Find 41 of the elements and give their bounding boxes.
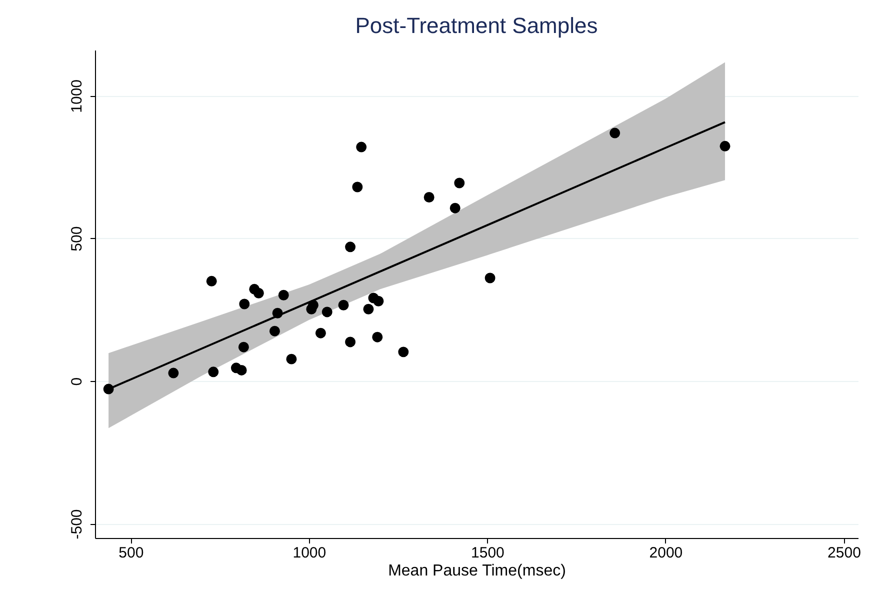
y-tick-label: 1000 (68, 79, 86, 113)
point (103, 384, 114, 394)
y-tick-label: 0 (68, 377, 86, 386)
point (168, 368, 179, 378)
x-tick-label: 500 (118, 544, 144, 562)
point (372, 332, 383, 342)
point (356, 142, 367, 152)
point (373, 296, 384, 306)
point (345, 242, 356, 252)
chart-title: Post-Treatment Samples (355, 13, 598, 38)
y-tick-label: -500 (68, 509, 86, 540)
point (315, 328, 326, 338)
point (239, 298, 250, 310)
point (236, 364, 247, 376)
point (269, 326, 280, 336)
point (720, 140, 730, 152)
point (322, 306, 332, 318)
point (286, 354, 297, 364)
point (424, 192, 434, 202)
y-tick-label: 500 (68, 226, 86, 252)
point (238, 342, 249, 352)
point (484, 272, 496, 284)
point (610, 128, 620, 138)
x-tick-label: 2500 (828, 544, 861, 562)
point (253, 288, 264, 298)
x-tick-label: 1500 (471, 544, 504, 562)
x-axis-title: Mean Pause Time(msec) (388, 562, 566, 580)
point (272, 308, 283, 318)
point (398, 346, 409, 358)
x-tick-label: 2000 (649, 544, 683, 562)
point (454, 178, 465, 188)
point (345, 336, 356, 348)
point (206, 276, 217, 286)
point (363, 304, 374, 314)
point (338, 300, 349, 310)
point (208, 366, 219, 378)
point (308, 300, 318, 310)
x-tick-label: 1000 (292, 544, 326, 562)
point (450, 202, 460, 214)
point (278, 290, 289, 300)
point (352, 182, 363, 192)
